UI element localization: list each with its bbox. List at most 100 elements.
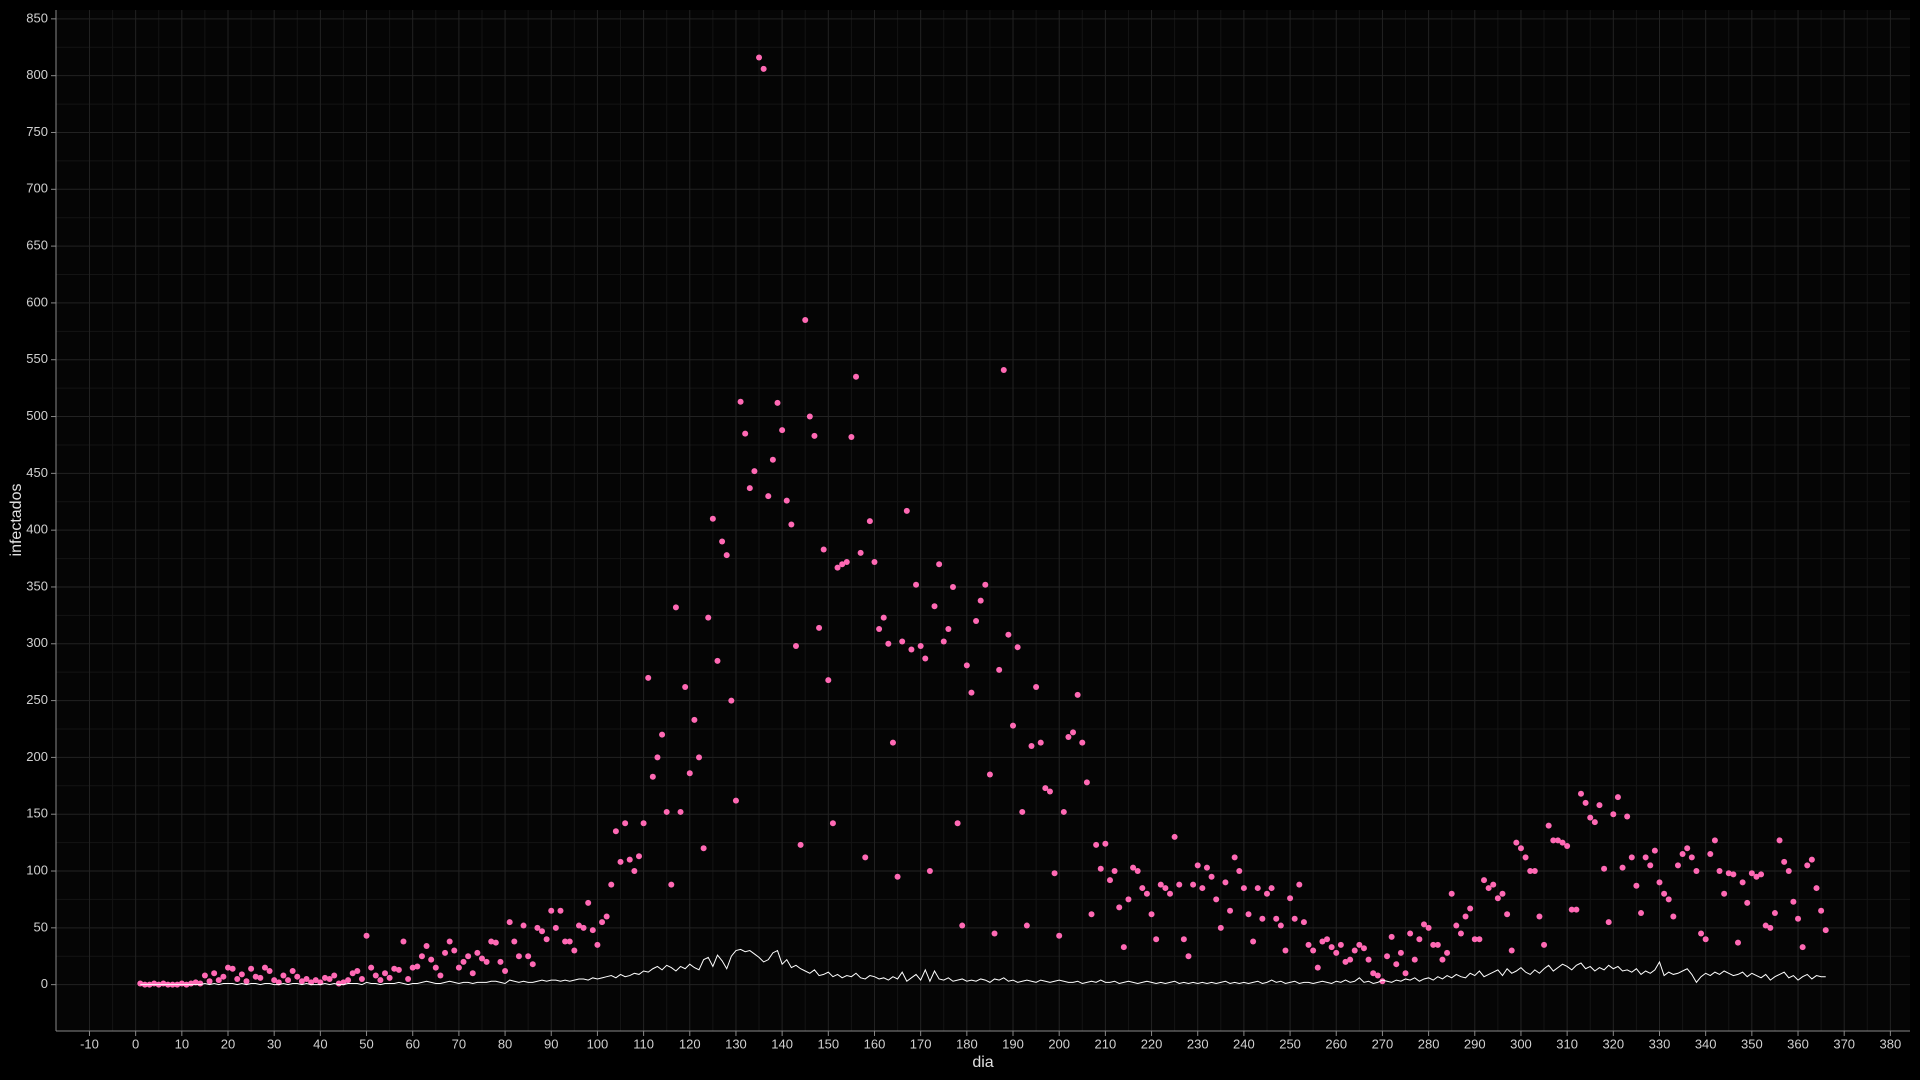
point <box>1508 947 1515 954</box>
point <box>1305 941 1312 948</box>
point <box>977 597 984 604</box>
point <box>1153 936 1160 943</box>
point <box>1411 956 1418 963</box>
point <box>1596 802 1603 809</box>
point <box>432 964 439 971</box>
point <box>1753 873 1760 880</box>
point <box>1296 881 1303 888</box>
point <box>853 373 860 380</box>
point <box>358 975 365 982</box>
point <box>215 977 222 984</box>
point <box>603 913 610 920</box>
point <box>825 677 832 684</box>
point <box>668 881 675 888</box>
point <box>1365 956 1372 963</box>
point <box>321 974 328 981</box>
point <box>848 433 855 440</box>
point <box>488 938 495 945</box>
point <box>1231 854 1238 861</box>
x-tick-label: -10 <box>80 1036 99 1051</box>
point <box>1721 890 1728 897</box>
point <box>206 978 213 985</box>
point <box>940 638 947 645</box>
point <box>714 657 721 664</box>
point <box>1425 924 1432 931</box>
point <box>700 845 707 852</box>
point <box>345 977 352 984</box>
point <box>1268 885 1275 892</box>
point <box>1808 856 1815 863</box>
point <box>1130 864 1137 871</box>
point <box>802 316 809 323</box>
point <box>1684 845 1691 852</box>
point <box>1665 896 1672 903</box>
point <box>640 820 647 827</box>
point <box>225 964 232 971</box>
point <box>1674 862 1681 869</box>
point <box>543 936 550 943</box>
point <box>395 966 402 973</box>
point <box>1481 877 1488 884</box>
x-tick-label: 80 <box>498 1036 512 1051</box>
point <box>682 683 689 690</box>
point <box>1739 879 1746 886</box>
point <box>1490 881 1497 888</box>
point <box>234 975 241 982</box>
point <box>1781 858 1788 865</box>
point <box>1093 841 1100 848</box>
point <box>1370 970 1377 977</box>
point <box>331 972 338 979</box>
point <box>261 964 268 971</box>
point <box>1513 839 1520 846</box>
point <box>1259 915 1266 922</box>
point <box>285 977 292 984</box>
point <box>423 943 430 950</box>
point <box>1287 895 1294 902</box>
y-tick-label: 850 <box>26 10 48 25</box>
point <box>409 964 416 971</box>
point <box>1217 924 1224 931</box>
point <box>1531 868 1538 875</box>
point <box>1176 881 1183 888</box>
point <box>659 731 666 738</box>
point <box>876 626 883 633</box>
point <box>1785 868 1792 875</box>
point <box>575 922 582 929</box>
point <box>460 958 467 965</box>
point <box>257 974 264 981</box>
y-tick-label: 800 <box>26 67 48 82</box>
point <box>797 841 804 848</box>
point <box>1453 922 1460 929</box>
point <box>774 399 781 406</box>
x-tick-label: 20 <box>221 1036 235 1051</box>
point <box>377 977 384 984</box>
point <box>1564 843 1571 850</box>
point <box>594 941 601 948</box>
grid <box>56 10 1910 1031</box>
point <box>400 938 407 945</box>
x-tick-label: 220 <box>1141 1036 1163 1051</box>
point <box>1790 898 1797 905</box>
point <box>982 581 989 588</box>
point <box>991 930 998 937</box>
point <box>1180 936 1187 943</box>
point <box>1517 845 1524 852</box>
point <box>1291 915 1298 922</box>
point <box>1651 847 1658 854</box>
y-tick-label: 150 <box>26 806 48 821</box>
y-tick-label: 450 <box>26 465 48 480</box>
point <box>1023 922 1030 929</box>
point <box>539 928 546 935</box>
point <box>696 754 703 761</box>
point <box>1033 683 1040 690</box>
point <box>192 979 199 986</box>
x-tick-label: 190 <box>1002 1036 1024 1051</box>
point <box>585 899 592 906</box>
point <box>986 771 993 778</box>
point <box>1360 945 1367 952</box>
point <box>1758 871 1765 878</box>
point <box>1019 808 1026 815</box>
point <box>1213 896 1220 903</box>
point <box>520 922 527 929</box>
point <box>968 689 975 696</box>
